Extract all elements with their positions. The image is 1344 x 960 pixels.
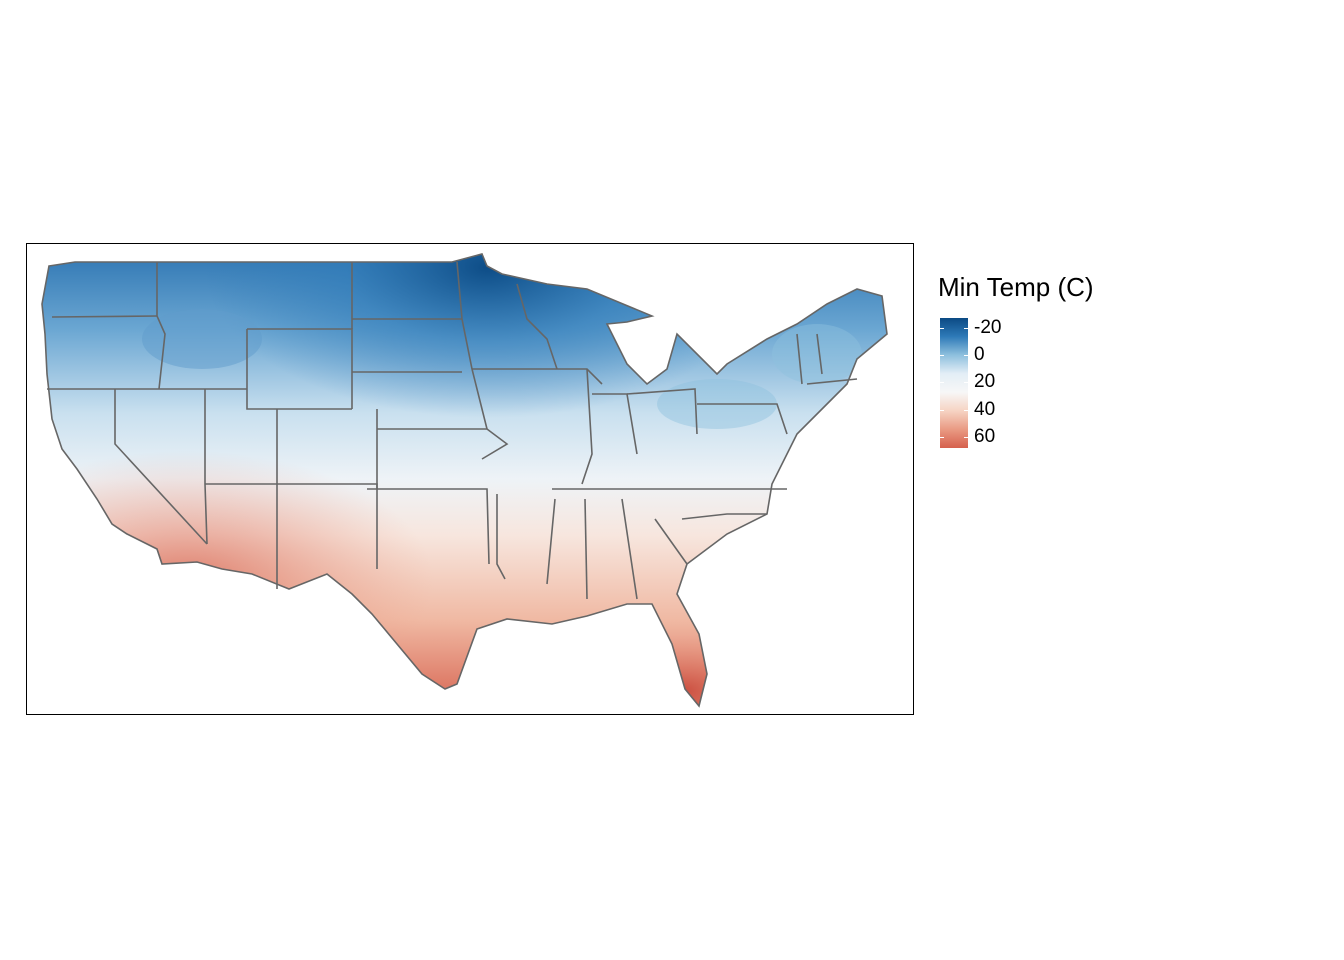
temperature-raster xyxy=(42,254,887,706)
temperature-map xyxy=(41,253,888,707)
legend-tick-mark xyxy=(964,382,968,384)
legend-tick-mark xyxy=(964,409,968,411)
legend-tick-mark xyxy=(940,354,944,356)
legend-tick-mark xyxy=(964,354,968,356)
legend-tick-label: 40 xyxy=(974,398,996,420)
legend-tick-mark xyxy=(940,437,944,439)
legend-tick-label: 0 xyxy=(974,343,985,365)
legend-tick-mark xyxy=(940,327,944,329)
legend-tick-mark xyxy=(964,327,968,329)
legend-title: Min Temp (C) xyxy=(938,272,1094,302)
map-panel xyxy=(26,243,914,715)
legend-colorbar xyxy=(940,318,968,448)
state-boundaries xyxy=(41,253,888,707)
legend-tick-label: 20 xyxy=(974,371,996,393)
legend-tick-label: -20 xyxy=(974,316,1002,338)
legend-tick-mark xyxy=(964,437,968,439)
legend-tick-mark xyxy=(940,409,944,411)
legend-tick-label: 60 xyxy=(974,426,996,448)
legend-tick-mark xyxy=(940,382,944,384)
